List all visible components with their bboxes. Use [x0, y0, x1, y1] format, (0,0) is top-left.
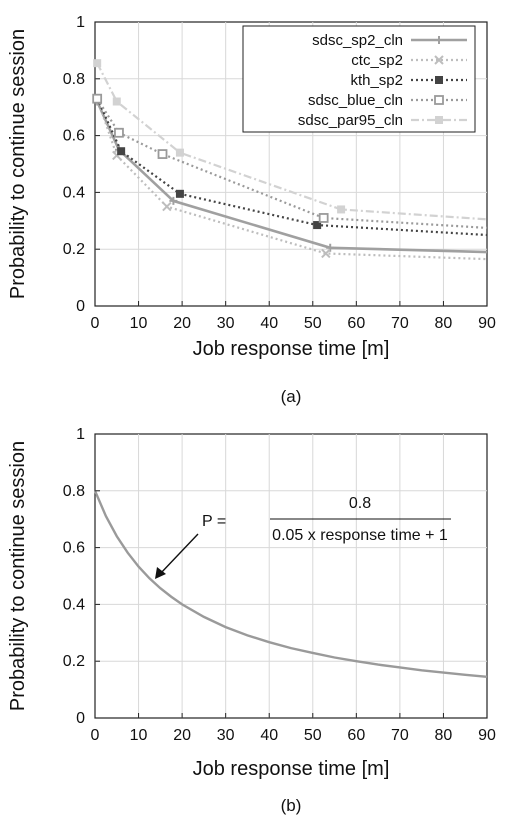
y-tick-label: 0.4 — [63, 596, 85, 613]
x-tick-label: 50 — [304, 315, 322, 332]
data-point — [117, 147, 126, 156]
x-tick-label: 40 — [260, 315, 278, 332]
legend-label: ctc_sp2 — [351, 52, 403, 69]
series-sdsc_blue_cln — [92, 93, 488, 229]
legend-item: kth_sp2 — [350, 72, 467, 89]
x-axis-label-b: Job response time [m] — [193, 758, 390, 780]
y-tick-label: 0.2 — [63, 653, 85, 670]
x-tick-label: 50 — [304, 727, 322, 744]
x-tick-label: 40 — [260, 727, 278, 744]
caption-b: (b) — [281, 796, 302, 815]
x-tick-label: 30 — [217, 315, 235, 332]
y-axis-label-a: Probability to continue session — [7, 29, 29, 299]
x-tick-label: 30 — [217, 727, 235, 744]
x-tick-label: 90 — [478, 315, 496, 332]
x-tick-label: 60 — [347, 315, 365, 332]
formula: P = 0.8 0.05 x response time + 1 — [155, 495, 451, 579]
data-point — [435, 36, 443, 44]
data-point — [313, 221, 322, 230]
formula-arrow — [159, 533, 199, 575]
y-tick-label: 0 — [76, 298, 85, 315]
data-point — [114, 127, 124, 138]
plot-area-b — [94, 433, 488, 719]
data-point — [175, 148, 184, 157]
legend-label: sdsc_sp2_cln — [312, 32, 403, 49]
x-axis-label-a: Job response time [m] — [193, 338, 390, 360]
legend-label: sdsc_blue_cln — [308, 92, 403, 109]
series-line-sdsc_blue_cln — [96, 98, 488, 229]
y-tick-label: 0.8 — [63, 71, 85, 88]
data-point — [112, 97, 121, 106]
grid-b — [95, 434, 487, 718]
legend-item: sdsc_blue_cln — [308, 92, 467, 109]
legend-marker — [434, 55, 444, 65]
model-curve — [93, 490, 488, 679]
ticks-b: 0 10 20 30 40 50 60 70 80 90 0 0.2 0.4 0.6 0.8 1 — [63, 426, 496, 744]
data-point — [169, 196, 178, 205]
x-tick-label: 80 — [435, 315, 453, 332]
x-tick-label: 10 — [130, 315, 148, 332]
legend-item: ctc_sp2 — [351, 52, 467, 69]
y-tick-label: 1 — [76, 426, 85, 443]
data-point — [175, 189, 184, 198]
legend-marker — [435, 36, 443, 44]
y-tick-label: 0.4 — [63, 184, 85, 201]
x-tick-label: 70 — [391, 727, 409, 744]
y-tick-label: 0 — [76, 710, 85, 727]
legend-label: sdsc_par95_cln — [298, 112, 403, 129]
y-tick-label: 1 — [76, 14, 85, 31]
series-layer-b — [93, 490, 488, 679]
y-tick-label: 0.6 — [63, 540, 85, 557]
y-tick-label: 0.2 — [63, 241, 85, 258]
data-point — [162, 201, 172, 212]
x-tick-label: 80 — [435, 727, 453, 744]
data-point — [434, 55, 444, 65]
x-tick-label: 0 — [91, 727, 100, 744]
formula-numerator: 0.8 — [349, 495, 371, 512]
data-point — [92, 93, 103, 104]
data-point — [434, 95, 444, 105]
data-point — [157, 149, 168, 159]
x-tick-label: 10 — [130, 727, 148, 744]
data-point — [318, 213, 329, 223]
data-point — [321, 248, 331, 259]
data-point — [435, 116, 443, 124]
legend-item: sdsc_sp2_cln — [312, 32, 467, 49]
legend-label: kth_sp2 — [350, 72, 403, 89]
legend-marker — [435, 76, 443, 84]
ticks-a: 0 10 20 30 40 50 60 70 80 90 0 0.2 0.4 0.6 0.8 1 — [63, 14, 496, 332]
x-tick-label: 0 — [91, 315, 100, 332]
formula-arrowhead-icon — [155, 567, 166, 579]
chart-a: 0 10 20 30 40 50 60 70 80 90 0 0.2 0.4 0.6 0.8 1 Job re… — [7, 14, 496, 406]
x-tick-label: 90 — [478, 727, 496, 744]
series-layer-a — [92, 59, 488, 261]
y-axis-label-b: Probability to continue session — [7, 441, 29, 711]
x-tick-label: 20 — [173, 727, 191, 744]
legend: sdsc_sp2_cln ctc_sp2 kth_sp2 sdsc_blue_clns… — [242, 25, 476, 133]
data-point — [435, 76, 443, 84]
legend-item: sdsc_par95_cln — [298, 112, 467, 129]
chart-b: 0 10 20 30 40 50 60 70 80 90 0 0.2 0.4 0.6 0.8 1 Job re… — [7, 426, 496, 815]
x-tick-label: 70 — [391, 315, 409, 332]
data-point — [93, 59, 102, 68]
legend-marker — [434, 95, 444, 105]
formula-denominator: 0.05 x response time + 1 — [272, 527, 448, 544]
series-sdsc_par95_cln — [93, 59, 488, 221]
y-tick-label: 0.6 — [63, 128, 85, 145]
caption-a: (a) — [281, 387, 302, 406]
formula-lhs: P = — [202, 513, 226, 530]
data-point — [337, 205, 346, 214]
x-tick-label: 20 — [173, 315, 191, 332]
x-tick-label: 60 — [347, 727, 365, 744]
y-tick-label: 0.8 — [63, 483, 85, 500]
legend-marker — [435, 116, 443, 124]
